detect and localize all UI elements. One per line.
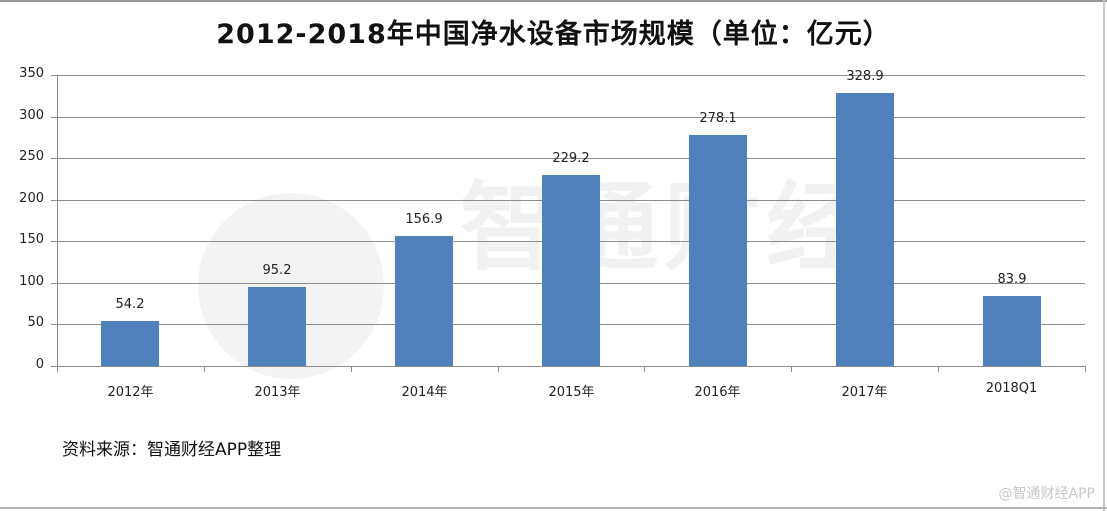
bar-value-label: 229.2 <box>552 151 590 166</box>
y-tick-mark <box>51 241 57 242</box>
frame-border-top <box>0 0 1107 2</box>
y-tick-mark <box>51 283 57 284</box>
bar-2017年 <box>836 93 894 366</box>
x-category-label: 2016年 <box>694 385 741 400</box>
bar-value-label: 95.2 <box>262 263 292 278</box>
x-tick-mark <box>498 366 499 372</box>
y-tick-label: 0 <box>35 357 44 372</box>
x-tick-mark <box>1085 366 1086 372</box>
y-tick-label: 200 <box>19 191 44 206</box>
y-tick-mark <box>51 324 57 325</box>
frame-border-bottom <box>0 507 1107 509</box>
watermark-corner-text: @智通财经APP <box>998 486 1095 502</box>
y-tick-label: 300 <box>19 108 44 123</box>
x-category-label: 2017年 <box>841 385 888 400</box>
y-tick-mark <box>51 117 57 118</box>
x-category-label: 2015年 <box>548 385 595 400</box>
y-tick-label: 50 <box>27 315 44 330</box>
x-tick-mark <box>204 366 205 372</box>
x-tick-mark <box>351 366 352 372</box>
x-category-label: 2013年 <box>254 385 301 400</box>
bar-value-label: 328.9 <box>846 69 884 84</box>
x-tick-mark <box>644 366 645 372</box>
gridline <box>57 117 1085 118</box>
y-tick-mark <box>51 366 57 367</box>
watermark-center-text: 智通财经 <box>460 172 868 284</box>
bar-value-label: 54.2 <box>115 297 145 312</box>
gridline <box>57 158 1085 159</box>
bar-value-label: 278.1 <box>699 111 737 126</box>
y-tick-label: 100 <box>19 274 44 289</box>
y-axis-line <box>57 75 58 370</box>
bar-value-label: 156.9 <box>405 212 443 227</box>
y-tick-mark <box>51 158 57 159</box>
bar-2015年 <box>542 175 600 366</box>
y-tick-mark <box>51 200 57 201</box>
chart-title: 2012-2018年中国净水设备市场规模（单位：亿元） <box>216 19 891 50</box>
x-tick-mark <box>791 366 792 372</box>
y-tick-label: 250 <box>19 149 44 164</box>
bar-2014年 <box>395 236 453 366</box>
bar-value-label: 83.9 <box>997 272 1027 287</box>
source-note: 资料来源：智通财经APP整理 <box>62 440 282 460</box>
y-tick-label: 350 <box>19 66 44 81</box>
x-axis-line <box>57 366 1085 367</box>
y-tick-mark <box>51 75 57 76</box>
bar-2018Q1 <box>983 296 1041 366</box>
x-category-label: 2014年 <box>401 385 448 400</box>
frame-border-right <box>1103 0 1105 511</box>
bar-2013年 <box>248 287 306 366</box>
bar-2016年 <box>689 135 747 366</box>
bar-2012年 <box>101 321 159 366</box>
x-tick-mark <box>57 366 58 372</box>
y-tick-label: 150 <box>19 232 44 247</box>
x-category-label: 2018Q1 <box>985 381 1038 396</box>
x-tick-mark <box>938 366 939 372</box>
gridline <box>57 75 1085 76</box>
x-category-label: 2012年 <box>107 385 154 400</box>
